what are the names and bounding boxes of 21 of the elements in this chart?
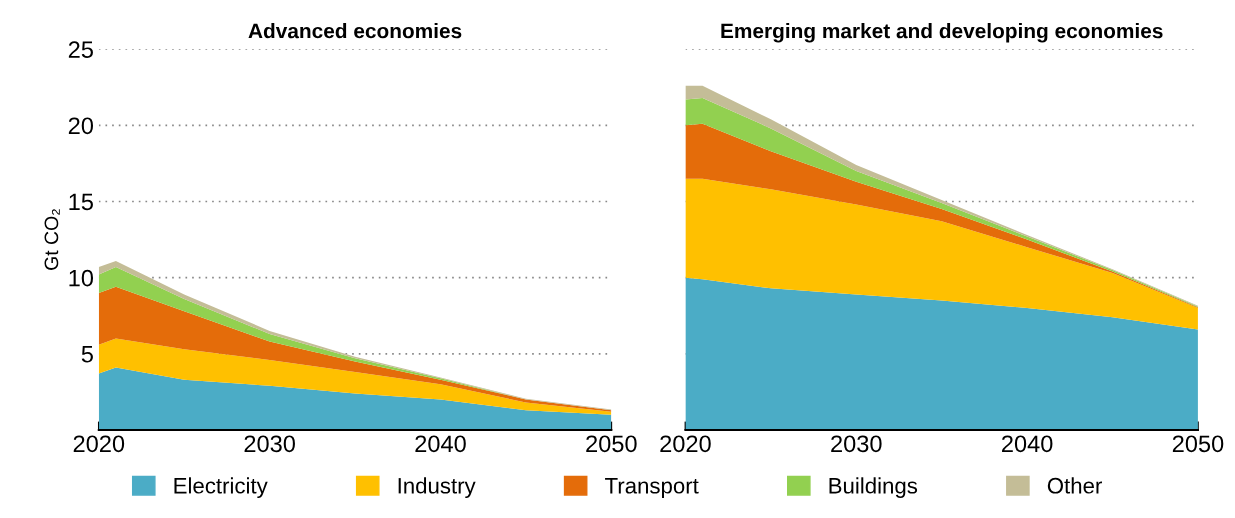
y-tick-label: 15 <box>69 193 93 211</box>
x-tick-label: 2040 <box>1002 435 1053 453</box>
y-tick-label: 20 <box>68 117 94 135</box>
legend-label: Industry <box>398 477 476 498</box>
chart-title: Advanced economies <box>248 23 462 39</box>
y-tick-label: 5 <box>81 346 93 363</box>
legend-label: Other <box>1047 477 1102 494</box>
x-tick-label: 2020 <box>73 435 125 453</box>
x-tick-label: 2030 <box>831 435 882 453</box>
y-tick-label: 25 <box>68 41 93 58</box>
y-tick-label: 10 <box>69 269 94 287</box>
legend-label: Buildings <box>829 477 918 498</box>
x-tick-label: 2050 <box>586 435 637 453</box>
x-tick-label: 2040 <box>415 435 466 453</box>
y-axis-title: Gt CO₂ <box>44 209 60 270</box>
x-tick-label: 2020 <box>660 435 711 453</box>
x-tick-label: 2030 <box>244 435 295 453</box>
x-tick-label: 2050 <box>1172 435 1224 453</box>
legend-label: Transport <box>605 478 699 498</box>
chart-title: Emerging market and developing economies <box>721 23 1163 43</box>
legend-label: Electricity <box>174 477 268 498</box>
